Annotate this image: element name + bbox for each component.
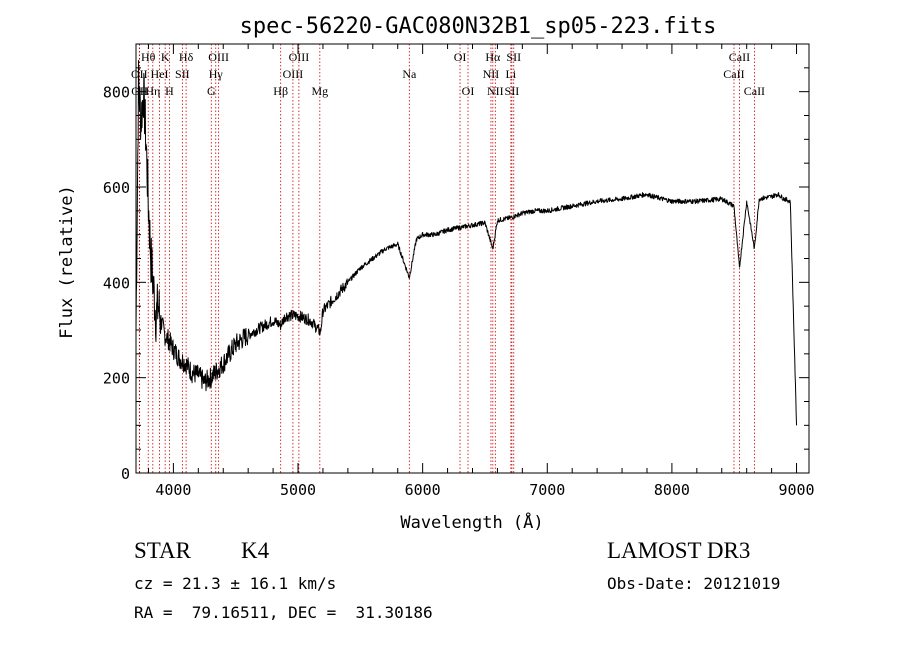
- line-marker-label: Hγ: [209, 67, 224, 81]
- line-marker-label: Mg: [311, 84, 328, 98]
- x-axis-ticks: 4000 5000 6000 7000 8000 9000: [147, 44, 815, 499]
- spectral-line-markers: [138, 44, 755, 473]
- line-marker-label: Hβ: [273, 84, 288, 98]
- x-tick-label: 4000: [155, 481, 191, 499]
- survey-label: LAMOST DR3: [607, 538, 751, 563]
- spectrum-line: [135, 59, 798, 426]
- chart-title: spec-56220-GAC080N32B1_sp05-223.fits: [240, 14, 717, 39]
- line-marker-label: Hδ: [179, 50, 194, 64]
- x-tick-label: 7000: [529, 481, 565, 499]
- y-axis-ticks: 0 200 400 600 800: [103, 43, 809, 483]
- line-marker-label: OI: [454, 50, 467, 64]
- line-marker-label: Hη: [145, 84, 160, 98]
- line-marker-label: OI: [462, 84, 475, 98]
- line-marker-label: NII: [483, 67, 500, 81]
- y-tick-label: 600: [103, 179, 130, 197]
- obs-date-label: Obs-Date: 20121019: [607, 574, 781, 593]
- redshift-label: cz = 21.3 ± 16.1 km/s: [134, 574, 337, 593]
- line-marker-label: CaII: [729, 50, 750, 64]
- y-tick-label: 0: [121, 465, 130, 483]
- line-marker-label: SII: [506, 50, 521, 64]
- line-marker-label: NII: [487, 84, 504, 98]
- line-marker-label: OIII: [283, 67, 304, 81]
- line-marker-label: CaII: [744, 84, 765, 98]
- x-tick-label: 6000: [405, 481, 441, 499]
- y-axis-label: Flux (relative): [57, 185, 77, 339]
- x-tick-label: 5000: [280, 481, 316, 499]
- line-marker-label: OIII: [289, 50, 310, 64]
- line-marker-label: G: [207, 84, 216, 98]
- y-tick-label: 200: [103, 370, 130, 388]
- x-tick-label: 8000: [654, 481, 690, 499]
- x-axis-label: Wavelength (Å): [400, 511, 543, 533]
- class-label: STAR: [134, 538, 191, 563]
- line-marker-label: CaII: [723, 67, 744, 81]
- spectral-line-labels: Hθ K Hδ OIII OIII OI Hα SII CaII OII HeI SII Hγ OIII N…: [131, 50, 765, 98]
- line-marker-label: Hα: [485, 50, 501, 64]
- line-marker-label: OII: [131, 67, 148, 81]
- line-marker-label: OIII: [208, 50, 229, 64]
- coordinates-label: RA = 79.16511, DEC = 31.30186: [134, 603, 433, 622]
- line-marker-label: Na: [402, 67, 417, 81]
- y-tick-label: 800: [103, 84, 130, 102]
- line-marker-label: K: [161, 50, 170, 64]
- plot-frame: [135, 43, 810, 474]
- x-tick-label: 9000: [778, 481, 814, 499]
- subclass-label: K4: [241, 538, 270, 563]
- line-marker-label: SII: [505, 84, 520, 98]
- line-marker-label: SII: [175, 67, 190, 81]
- line-marker-label: Hθ: [141, 50, 156, 64]
- line-marker-label: HeI: [151, 67, 169, 81]
- line-marker-label: H: [165, 84, 174, 98]
- line-marker-label: Li: [506, 67, 517, 81]
- y-tick-label: 400: [103, 274, 130, 292]
- spectrum-series: [135, 59, 798, 426]
